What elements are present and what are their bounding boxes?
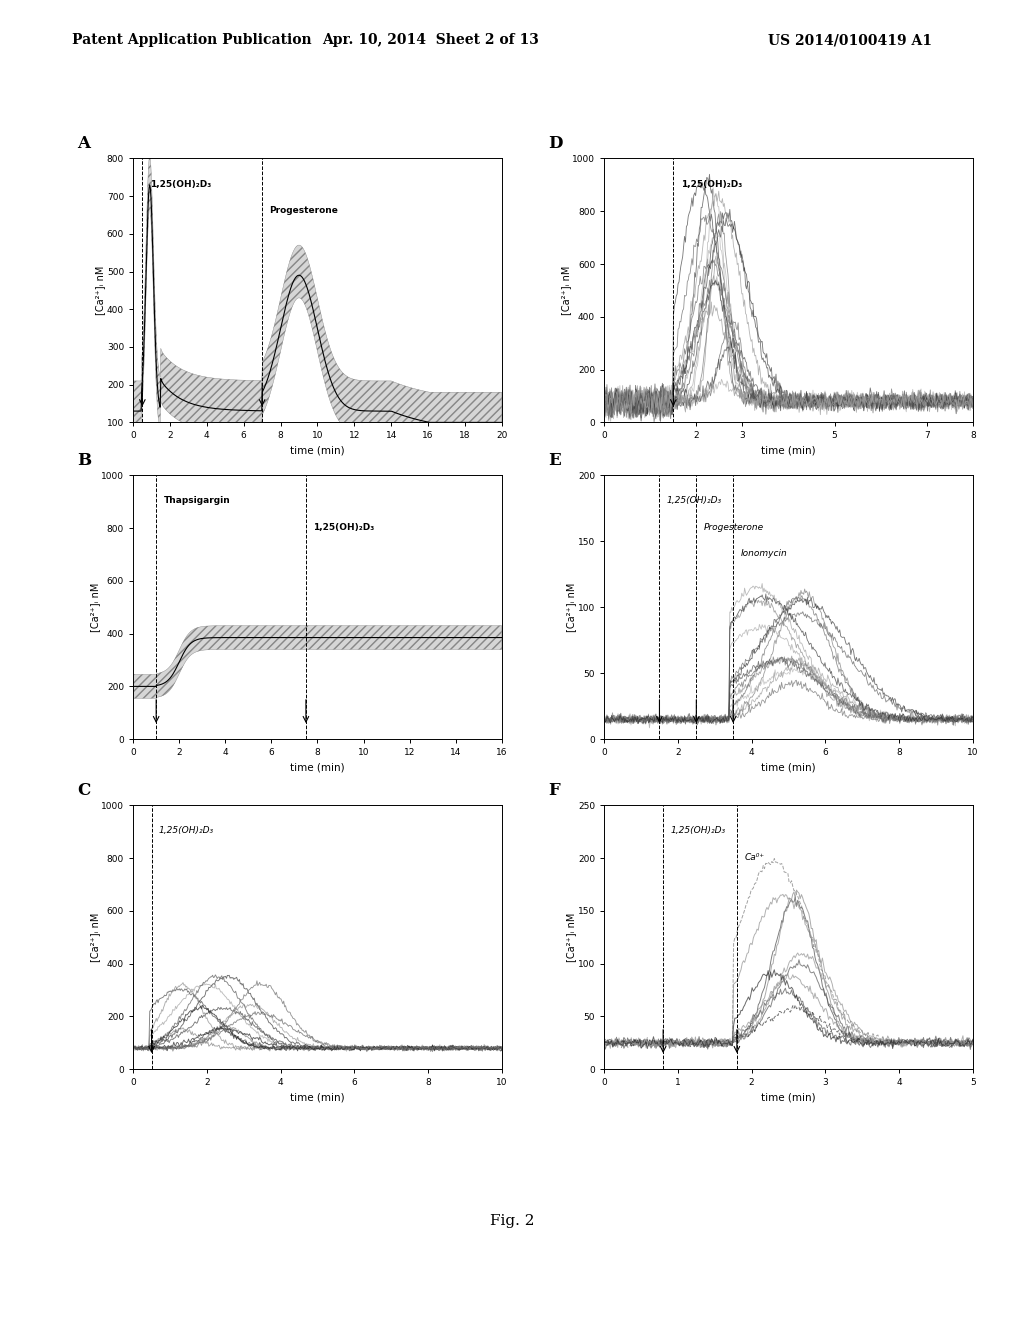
Text: 1,25(OH)₂D₃: 1,25(OH)₂D₃: [159, 826, 214, 836]
X-axis label: time (min): time (min): [290, 1093, 345, 1102]
Y-axis label: [Ca²⁺]ᵢ nM: [Ca²⁺]ᵢ nM: [566, 912, 577, 962]
Y-axis label: [Ca²⁺]ᵢ nM: [Ca²⁺]ᵢ nM: [566, 582, 577, 632]
Y-axis label: [Ca²⁺]ᵢ nM: [Ca²⁺]ᵢ nM: [90, 582, 99, 632]
X-axis label: time (min): time (min): [761, 763, 816, 772]
Text: A: A: [77, 135, 90, 152]
Text: F: F: [548, 781, 559, 799]
Text: 1,25(OH)₂D₃: 1,25(OH)₂D₃: [150, 180, 211, 189]
Text: C: C: [77, 781, 90, 799]
X-axis label: time (min): time (min): [290, 446, 345, 455]
Text: Apr. 10, 2014  Sheet 2 of 13: Apr. 10, 2014 Sheet 2 of 13: [322, 33, 539, 48]
Text: B: B: [77, 451, 91, 469]
X-axis label: time (min): time (min): [290, 763, 345, 772]
X-axis label: time (min): time (min): [761, 446, 816, 455]
Text: Fig. 2: Fig. 2: [489, 1213, 535, 1228]
Text: Progesterone: Progesterone: [269, 206, 338, 215]
Text: Progesterone: Progesterone: [703, 523, 764, 532]
Text: Thapsigargin: Thapsigargin: [164, 496, 230, 506]
Y-axis label: [Ca²⁺]ᵢ nM: [Ca²⁺]ᵢ nM: [95, 265, 105, 315]
Text: E: E: [548, 451, 560, 469]
X-axis label: time (min): time (min): [761, 1093, 816, 1102]
Text: Ca⁰⁺: Ca⁰⁺: [744, 853, 764, 862]
Text: US 2014/0100419 A1: US 2014/0100419 A1: [768, 33, 932, 48]
Y-axis label: [Ca²⁺]ᵢ nM: [Ca²⁺]ᵢ nM: [561, 265, 570, 315]
Text: 1,25(OH)₂D₃: 1,25(OH)₂D₃: [671, 826, 726, 836]
Text: D: D: [548, 135, 562, 152]
Text: 1,25(OH)₂D₃: 1,25(OH)₂D₃: [681, 180, 742, 189]
Y-axis label: [Ca²⁺]ᵢ nM: [Ca²⁺]ᵢ nM: [90, 912, 99, 962]
Text: Ionomycin: Ionomycin: [740, 549, 787, 558]
Text: Patent Application Publication: Patent Application Publication: [72, 33, 311, 48]
Text: 1,25(OH)₂D₃: 1,25(OH)₂D₃: [667, 496, 722, 506]
Text: 1,25(OH)₂D₃: 1,25(OH)₂D₃: [313, 523, 375, 532]
